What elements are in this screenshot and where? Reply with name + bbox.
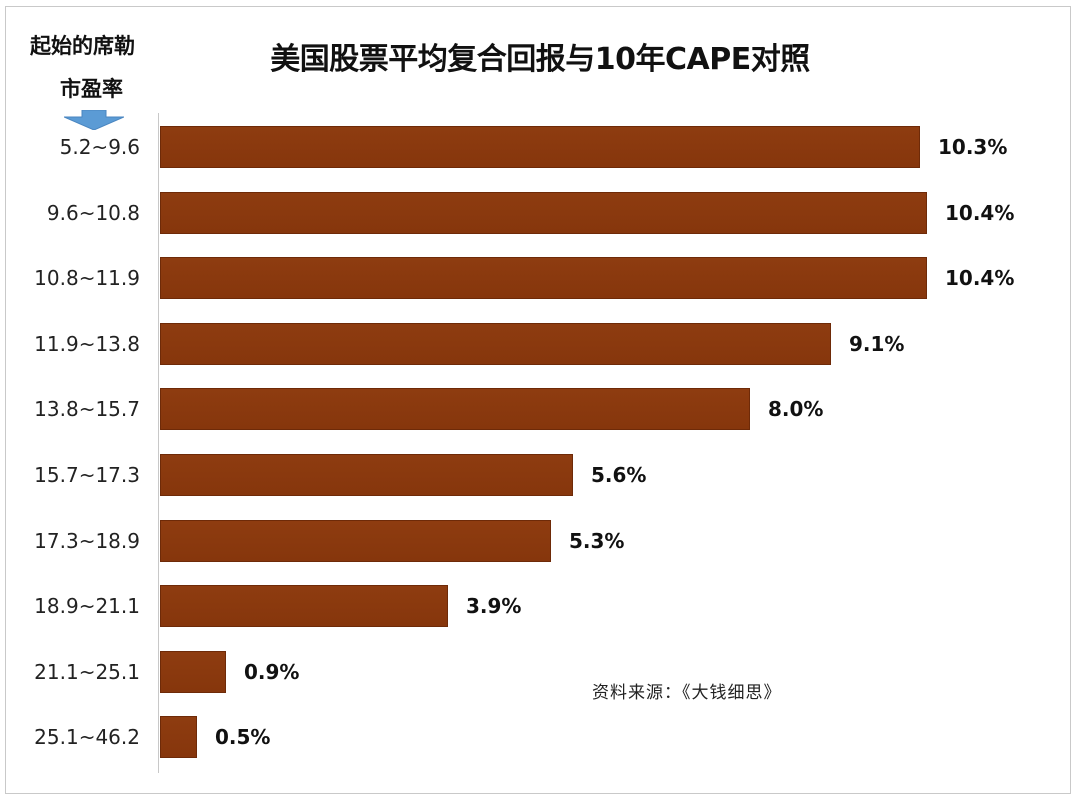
- bar: [160, 126, 920, 168]
- bar-row: 11.9~13.8 9.1%: [0, 322, 1080, 366]
- value-label: 5.6%: [591, 463, 647, 487]
- category-label: 11.9~13.8: [34, 331, 140, 356]
- category-label: 5.2~9.6: [59, 135, 140, 159]
- category-label: 15.7~17.3: [34, 463, 140, 487]
- value-label: 10.3%: [938, 135, 1008, 159]
- bar-row: 9.6~10.8 10.4%: [0, 191, 1080, 235]
- category-label: 9.6~10.8: [46, 200, 140, 225]
- value-label: 9.1%: [849, 331, 905, 356]
- value-label: 0.9%: [244, 659, 300, 684]
- bar: [160, 191, 927, 234]
- bar-row: 5.2~9.6 10.3%: [0, 125, 1080, 169]
- down-arrow-icon: [64, 110, 124, 130]
- chart-title: 美国股票平均复合回报与10年CAPE对照: [270, 42, 810, 77]
- value-label: 8.0%: [768, 397, 824, 422]
- bar-row: 13.8~15.7 8.0%: [0, 387, 1080, 431]
- value-label: 0.5%: [215, 725, 271, 750]
- bar-row: 10.8~11.9 10.4%: [0, 256, 1080, 300]
- value-label: 10.4%: [945, 266, 1015, 291]
- value-label: 5.3%: [569, 528, 625, 553]
- y-axis-label-line2: 市盈率: [60, 77, 123, 101]
- category-label: 13.8~15.7: [34, 397, 140, 422]
- bar: [160, 257, 927, 300]
- bar: [160, 585, 448, 628]
- bar-row: 15.7~17.3 5.6%: [0, 453, 1080, 497]
- category-label: 25.1~46.2: [34, 725, 140, 750]
- y-axis-label-line1: 起始的席勒: [30, 34, 135, 58]
- category-axis-line: [158, 113, 159, 773]
- bar: [160, 519, 551, 562]
- bar: [160, 454, 573, 496]
- bar-row: 17.3~18.9 5.3%: [0, 519, 1080, 563]
- category-label: 17.3~18.9: [34, 528, 140, 553]
- bar: [160, 388, 750, 431]
- bar: [160, 716, 197, 759]
- value-label: 10.4%: [945, 200, 1015, 225]
- bar: [160, 322, 831, 365]
- category-label: 18.9~21.1: [34, 594, 140, 619]
- value-label: 3.9%: [466, 594, 522, 619]
- category-label: 10.8~11.9: [34, 266, 140, 291]
- bar-row: 18.9~21.1 3.9%: [0, 584, 1080, 628]
- source-note: 资料来源：《大钱细思》: [592, 683, 782, 703]
- bar-row: 25.1~46.2 0.5%: [0, 715, 1080, 759]
- category-label: 21.1~25.1: [34, 659, 140, 684]
- bar-row: 21.1~25.1 0.9%: [0, 650, 1080, 694]
- bar: [160, 650, 226, 693]
